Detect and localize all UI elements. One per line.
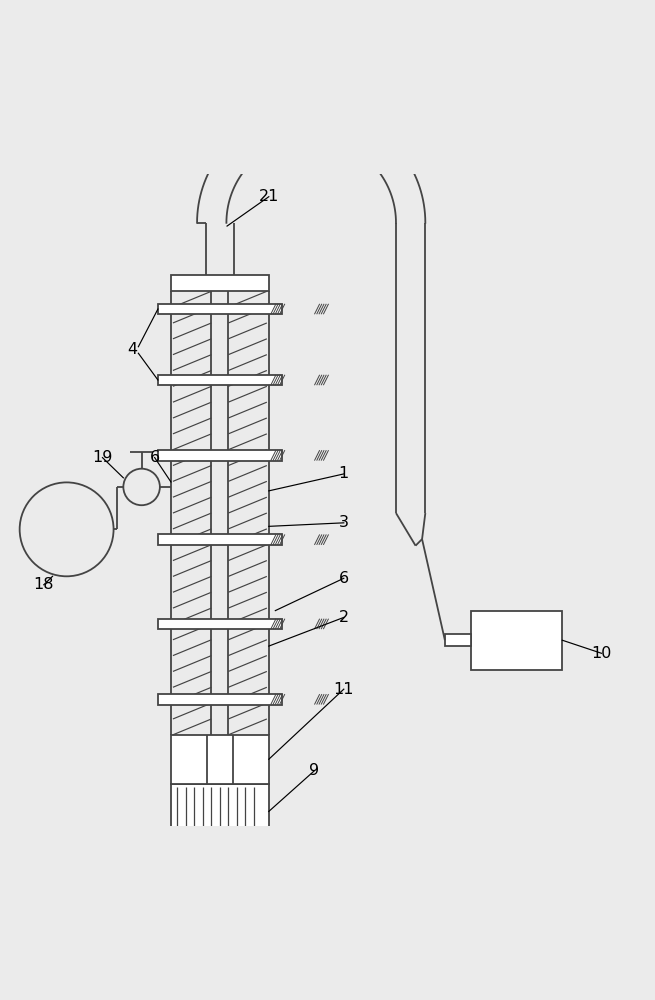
Text: 10: 10 [591, 646, 612, 661]
Bar [158, 534, 282, 545]
Bar [158, 619, 282, 629]
Bar [171, 784, 269, 839]
Text: 6: 6 [149, 450, 160, 465]
Bar [471, 611, 562, 670]
Bar [158, 304, 282, 314]
Bar [158, 375, 282, 385]
Text: 9: 9 [309, 763, 320, 778]
Text: 2: 2 [339, 610, 349, 625]
Text: 11: 11 [333, 682, 354, 697]
Bar [171, 275, 269, 291]
Text: 4: 4 [127, 342, 137, 357]
Text: 18: 18 [33, 577, 54, 592]
Text: 3: 3 [339, 515, 349, 530]
Text: 1: 1 [339, 466, 349, 481]
Bar [204, 776, 236, 784]
Text: 21: 21 [259, 189, 279, 204]
Bar [171, 735, 269, 784]
Bar [158, 694, 282, 705]
Text: 6: 6 [339, 571, 349, 586]
Bar [445, 634, 471, 646]
Text: 19: 19 [92, 450, 113, 465]
Bar [158, 450, 282, 461]
